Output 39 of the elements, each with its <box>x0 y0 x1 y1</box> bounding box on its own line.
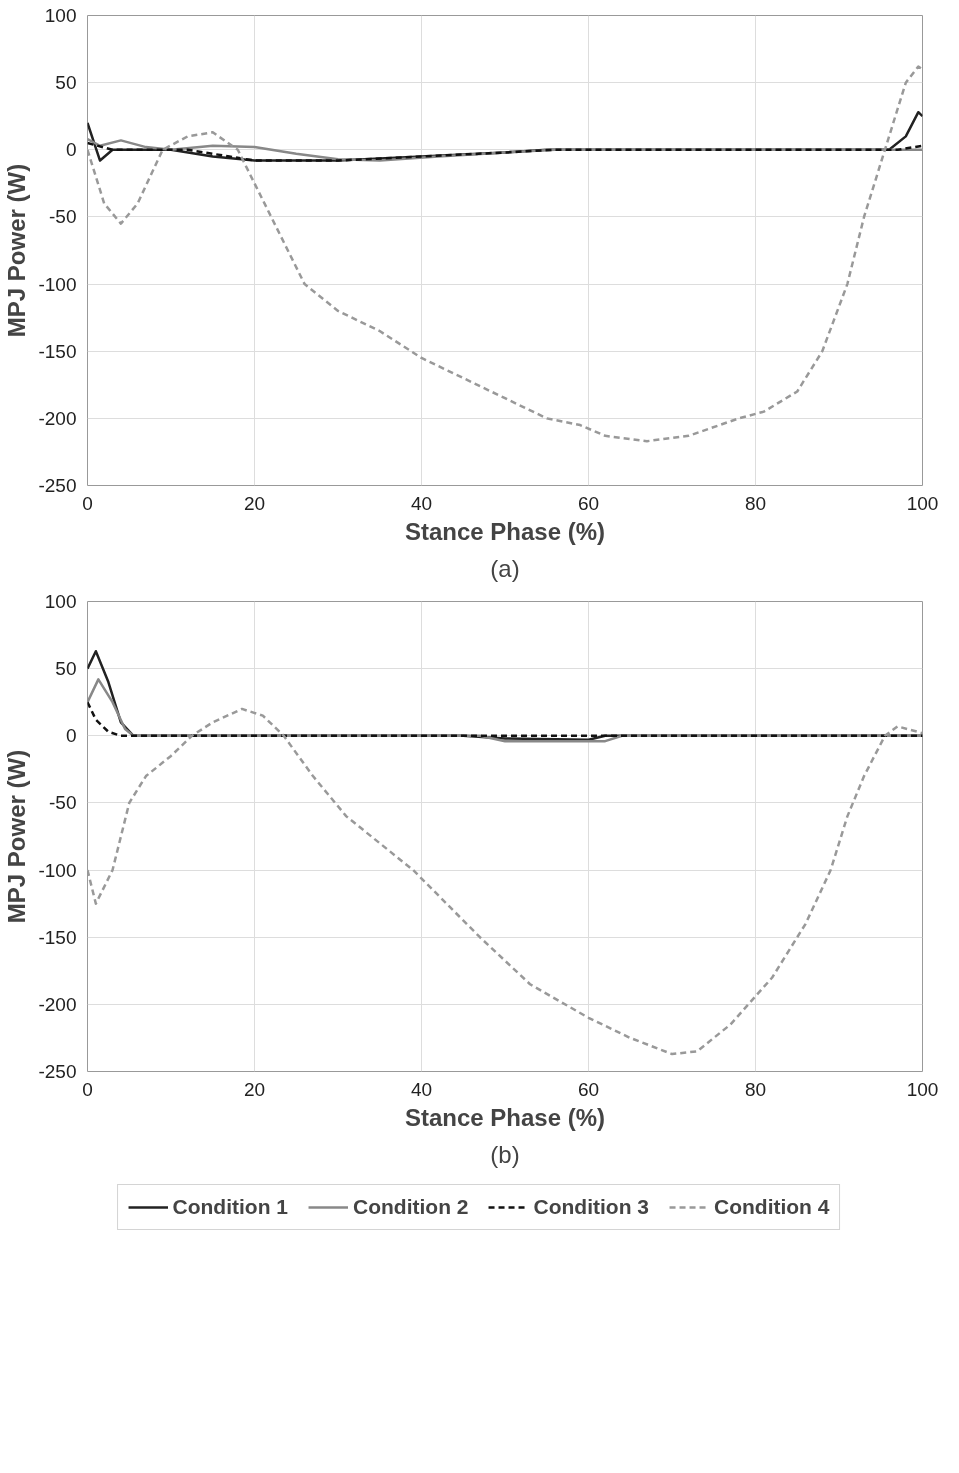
x-tick-label: 20 <box>243 492 266 514</box>
x-tick-label: 60 <box>577 492 600 514</box>
y-tick-label: -150 <box>38 926 77 948</box>
y-tick-label: -250 <box>38 475 77 496</box>
x-tick-label: 40 <box>410 492 433 514</box>
x-tick-label: 100 <box>906 1078 939 1100</box>
x-tick-label: 20 <box>243 1078 266 1100</box>
text: (a) <box>490 554 520 582</box>
y-tick-label: -50 <box>49 792 77 814</box>
y-tick-label: 100 <box>44 5 77 26</box>
x-axis-title: Stance Phase (%) <box>404 517 606 545</box>
x-tick-label: 40 <box>410 1078 433 1100</box>
x-tick-label: 60 <box>577 1078 600 1100</box>
y-tick-label: -150 <box>38 340 77 362</box>
x-axis-title: Stance Phase (%) <box>404 1103 606 1131</box>
y-tick-label: 0 <box>65 725 77 747</box>
x-tick-label: 0 <box>82 1078 93 1100</box>
legend-label: Condition 1 <box>172 1195 289 1219</box>
legend-label: Condition 4 <box>713 1195 830 1219</box>
legend-label: Condition 2 <box>353 1195 469 1219</box>
y-tick-label: -250 <box>38 1061 77 1082</box>
y-tick-label: -100 <box>38 273 77 295</box>
line-series <box>87 700 923 738</box>
y-tick-label: 0 <box>65 139 77 161</box>
y-axis-title: MPJ Power (W) <box>3 749 31 924</box>
y-tick-label: 50 <box>55 72 77 94</box>
y-tick-label: -200 <box>38 993 77 1015</box>
y-tick-label: 50 <box>55 658 77 680</box>
x-tick-label: 0 <box>82 492 93 514</box>
x-tick-label: 80 <box>744 492 767 514</box>
y-tick-label: -200 <box>38 407 77 429</box>
y-tick-label: -100 <box>38 859 77 881</box>
y-tick-label: -50 <box>49 206 77 228</box>
legend-label: Condition 3 <box>533 1195 649 1219</box>
x-tick-label: 80 <box>744 1078 767 1100</box>
x-tick-label: 100 <box>906 492 939 514</box>
y-tick-label: 100 <box>44 591 77 612</box>
y-axis-title: MPJ Power (W) <box>3 163 31 338</box>
text: (b) <box>490 1140 520 1168</box>
